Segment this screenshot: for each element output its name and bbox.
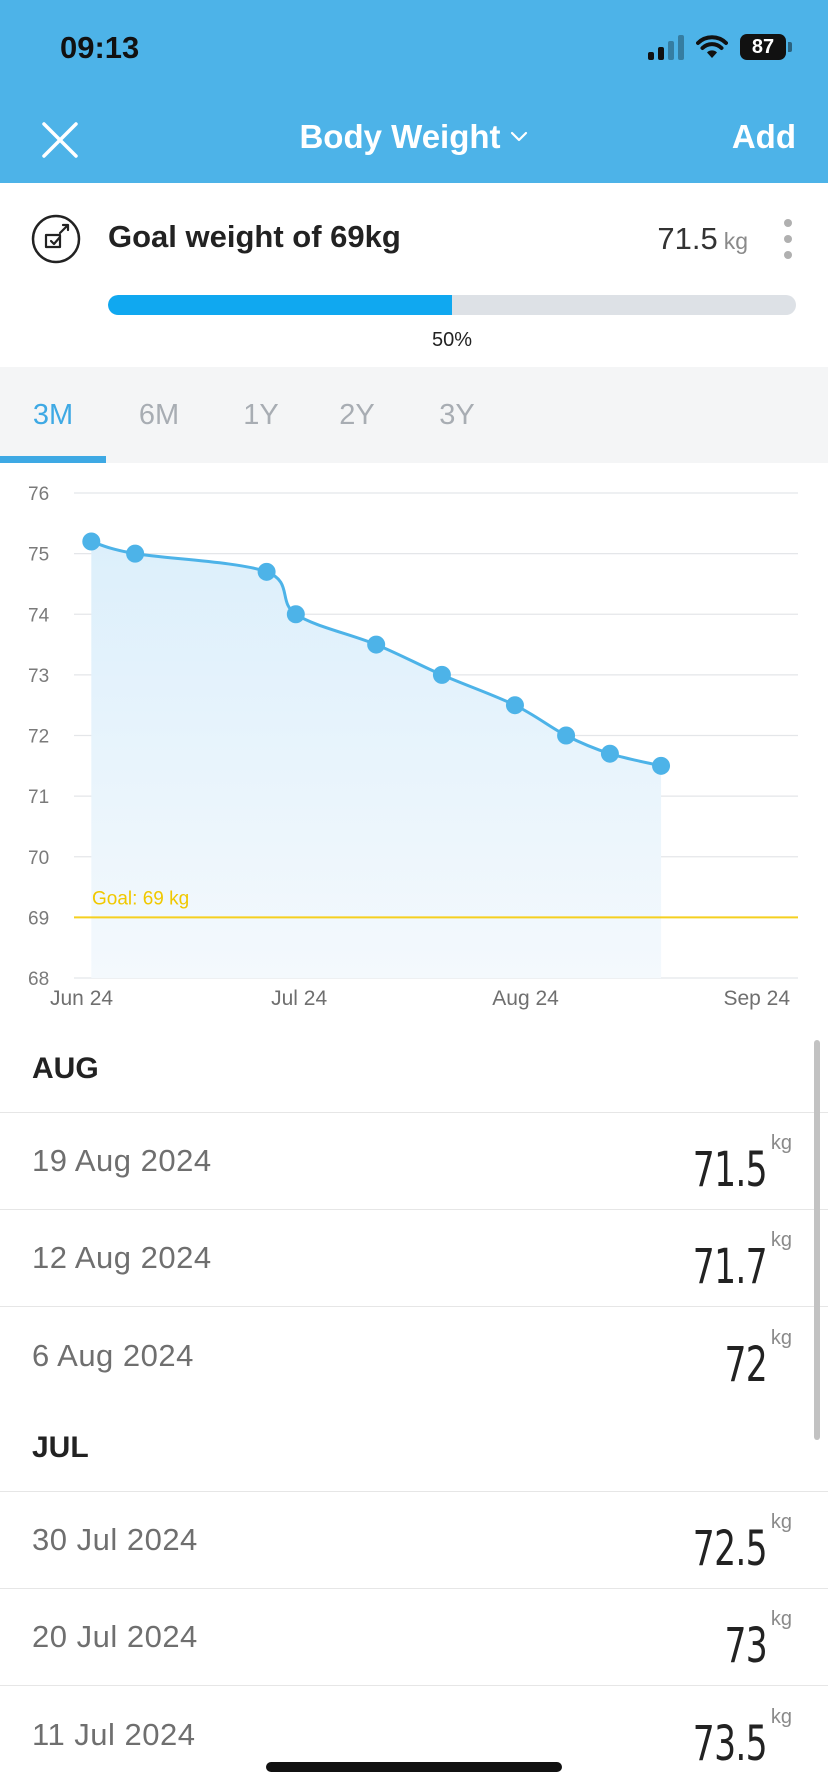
x-tick-label: Jun 24	[50, 987, 113, 1010]
data-point	[505, 696, 524, 715]
status-time: 09:13	[60, 30, 140, 65]
list-item[interactable]: 19 Aug 2024 71.5 kg	[0, 1113, 828, 1210]
entry-value: 72.5	[692, 1521, 768, 1577]
data-point	[257, 562, 276, 581]
top-bar: 09:13 87 Body Weight Add	[0, 0, 828, 183]
metric-selector[interactable]: Body Weight	[299, 118, 528, 156]
y-tick-label: 68	[28, 969, 49, 990]
current-weight-value: 71.5	[657, 221, 718, 256]
goal-progress-bar	[108, 295, 796, 315]
entry-value: 72	[724, 1336, 767, 1393]
x-tick-label: Jul 24	[271, 987, 327, 1010]
chevron-down-icon	[510, 131, 527, 142]
tab-2y[interactable]: 2Y	[339, 398, 375, 431]
more-options-icon[interactable]	[782, 219, 794, 259]
status-indicators: 87	[648, 34, 792, 60]
wifi-icon	[696, 35, 728, 58]
data-point	[126, 544, 145, 563]
current-weight: 71.5 kg	[657, 221, 748, 257]
data-point	[82, 532, 101, 551]
entry-unit: kg	[770, 1511, 792, 1533]
tab-6m[interactable]: 6M	[138, 398, 180, 431]
weight-history-list: AUG 19 Aug 2024 71.5 kg 12 Aug 2024 71.7 k…	[0, 1025, 828, 1783]
y-tick-label: 76	[28, 484, 49, 505]
y-tick-label: 75	[28, 545, 49, 566]
weight-chart: 76 75 74 73 72 71 70 69 68 Jun 24 Jul 24 Aug 24 Sep …	[0, 463, 828, 1025]
battery-icon: 87	[740, 34, 792, 60]
entry-unit: kg	[770, 1132, 792, 1154]
close-icon[interactable]	[36, 116, 84, 164]
data-point	[557, 726, 576, 745]
x-tick-label: Aug 24	[492, 987, 559, 1010]
battery-level: 87	[740, 34, 786, 60]
entry-date: 12 Aug 2024	[32, 1240, 212, 1275]
add-button[interactable]: Add	[731, 118, 796, 155]
entry-date: 6 Aug 2024	[32, 1337, 194, 1373]
weight-line	[90, 540, 662, 768]
range-tabs: 3M 6M 1Y 2Y 3Y	[0, 367, 828, 463]
y-tick-label: 70	[28, 848, 49, 869]
entry-date: 20 Jul 2024	[32, 1619, 198, 1654]
goal-card: Goal weight of 69kg 71.5 kg 50%	[0, 183, 828, 367]
home-indicator[interactable]	[266, 1762, 562, 1772]
goal-progress-fill	[108, 295, 452, 315]
section-header-jul: JUL	[0, 1404, 828, 1492]
entry-date: 30 Jul 2024	[32, 1522, 198, 1557]
tab-1y[interactable]: 1Y	[243, 398, 279, 431]
cellular-signal-icon	[648, 34, 684, 60]
entry-value: 71.5	[692, 1142, 768, 1198]
y-tick-label: 72	[28, 727, 49, 748]
entry-unit: kg	[770, 1705, 792, 1728]
section-header-aug: AUG	[0, 1025, 828, 1113]
data-point	[652, 756, 671, 775]
entry-value: 73.5	[692, 1715, 768, 1772]
weight-area	[91, 541, 662, 978]
tab-3y[interactable]: 3Y	[439, 398, 475, 431]
y-tick-label: 73	[28, 666, 49, 687]
y-tick-label: 71	[28, 787, 49, 808]
goal-target-icon	[31, 214, 81, 264]
scrollbar[interactable]	[814, 1040, 820, 1440]
entry-value: 73	[724, 1618, 767, 1674]
entry-unit: kg	[770, 1229, 792, 1251]
data-point	[286, 605, 305, 624]
entry-value: 71.7	[692, 1239, 768, 1295]
list-item[interactable]: 11 Jul 2024 73.5 kg	[0, 1686, 828, 1783]
entry-date: 19 Aug 2024	[32, 1143, 212, 1178]
tab-3m[interactable]: 3M	[0, 367, 106, 463]
data-point	[432, 665, 451, 684]
entry-unit: kg	[770, 1608, 792, 1630]
list-item[interactable]: 30 Jul 2024 72.5 kg	[0, 1492, 828, 1589]
goal-title: Goal weight of 69kg	[108, 219, 401, 254]
list-item[interactable]: 6 Aug 2024 72 kg	[0, 1307, 828, 1404]
entry-unit: kg	[770, 1326, 792, 1349]
active-tab-indicator	[0, 456, 106, 463]
goal-line-label: Goal: 69 kg	[92, 888, 189, 909]
y-tick-label: 69	[28, 908, 49, 929]
x-tick-label: Sep 24	[723, 987, 790, 1010]
goal-progress-label: 50%	[431, 329, 473, 351]
data-point	[367, 635, 386, 654]
list-item[interactable]: 12 Aug 2024 71.7 kg	[0, 1210, 828, 1307]
list-item[interactable]: 20 Jul 2024 73 kg	[0, 1589, 828, 1686]
data-point	[600, 744, 619, 763]
y-tick-label: 74	[28, 605, 50, 626]
page-title: Body Weight	[299, 118, 501, 155]
entry-date: 11 Jul 2024	[32, 1716, 196, 1752]
current-weight-unit: kg	[723, 228, 748, 254]
